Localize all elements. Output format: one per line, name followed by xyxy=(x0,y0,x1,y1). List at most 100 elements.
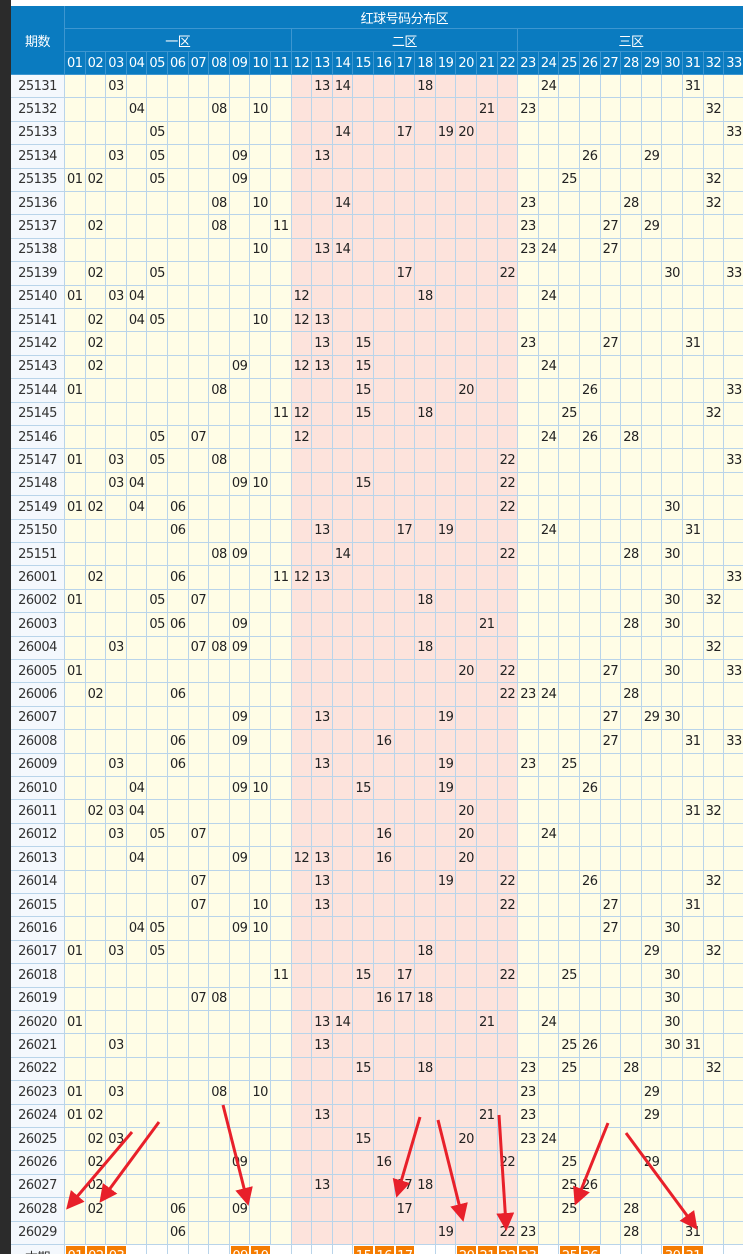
drawn-number: 24 xyxy=(538,238,560,263)
selected-number[interactable]: 17 xyxy=(394,1245,416,1254)
empty-cell xyxy=(641,309,663,333)
current-period-label: 本期 xyxy=(11,1245,65,1254)
empty-cell xyxy=(621,1128,642,1152)
period-label: 25139 xyxy=(11,262,65,286)
selected-number[interactable]: 09 xyxy=(229,1245,251,1254)
empty-cell xyxy=(559,660,580,684)
empty-cell xyxy=(374,215,395,239)
drawn-number: 30 xyxy=(662,496,683,520)
empty-cell xyxy=(538,1034,560,1058)
empty-cell xyxy=(477,402,498,426)
drawn-number: 02 xyxy=(85,262,107,286)
drawn-number: 21 xyxy=(477,1011,498,1035)
selected-number[interactable]: 23 xyxy=(518,1245,539,1254)
empty-cell xyxy=(683,987,704,1011)
empty-cell xyxy=(683,449,704,473)
empty-cell xyxy=(106,192,127,216)
selected-number[interactable]: 15 xyxy=(353,1245,374,1254)
empty-cell xyxy=(250,566,271,590)
empty-cell xyxy=(65,1174,86,1199)
empty-cell xyxy=(394,800,416,824)
empty-cell xyxy=(703,566,725,590)
empty-cell[interactable] xyxy=(435,1245,457,1254)
empty-cell[interactable] xyxy=(600,1245,622,1254)
drawn-number: 27 xyxy=(600,238,622,263)
selected-number[interactable]: 26 xyxy=(580,1245,601,1254)
selected-number[interactable]: 02 xyxy=(85,1245,107,1254)
empty-cell xyxy=(291,940,313,965)
empty-cell xyxy=(374,543,395,567)
empty-cell[interactable] xyxy=(291,1245,313,1254)
empty-cell[interactable] xyxy=(724,1245,743,1254)
empty-cell xyxy=(126,75,148,99)
selected-number[interactable]: 01 xyxy=(65,1245,86,1254)
empty-cell xyxy=(518,496,539,520)
empty-cell xyxy=(188,917,210,941)
selected-number[interactable]: 16 xyxy=(374,1245,395,1254)
empty-cell[interactable] xyxy=(641,1245,663,1254)
empty-cell[interactable] xyxy=(188,1245,210,1254)
empty-cell xyxy=(250,543,271,567)
empty-cell xyxy=(683,706,704,731)
drawn-number: 28 xyxy=(621,1057,642,1082)
empty-cell xyxy=(106,168,127,192)
empty-cell xyxy=(518,730,539,754)
selected-number[interactable]: 30 xyxy=(662,1245,683,1254)
empty-cell[interactable] xyxy=(312,1245,333,1254)
empty-cell xyxy=(106,917,127,941)
empty-cell[interactable] xyxy=(168,1245,189,1254)
empty-cell xyxy=(312,917,333,941)
empty-cell xyxy=(65,145,86,169)
selected-number[interactable]: 20 xyxy=(456,1245,477,1254)
empty-cell xyxy=(435,589,457,614)
empty-cell xyxy=(394,1034,416,1058)
drawn-number: 03 xyxy=(106,823,127,848)
empty-cell xyxy=(168,426,189,450)
empty-cell xyxy=(394,379,416,403)
selected-number[interactable]: 21 xyxy=(477,1245,498,1254)
selected-number[interactable]: 22 xyxy=(497,1245,519,1254)
empty-cell xyxy=(353,285,374,309)
empty-cell xyxy=(435,472,457,497)
empty-cell[interactable] xyxy=(271,1245,292,1254)
selected-number[interactable]: 25 xyxy=(559,1245,580,1254)
empty-cell xyxy=(126,870,148,894)
empty-cell[interactable] xyxy=(621,1245,642,1254)
empty-cell xyxy=(229,192,251,216)
selected-number[interactable]: 03 xyxy=(106,1245,127,1254)
empty-cell[interactable] xyxy=(147,1245,168,1254)
empty-cell xyxy=(518,660,539,684)
empty-cell[interactable] xyxy=(209,1245,230,1254)
empty-cell xyxy=(415,753,436,777)
empty-cell[interactable] xyxy=(538,1245,560,1254)
empty-cell xyxy=(600,987,622,1011)
empty-cell xyxy=(497,519,519,543)
empty-cell xyxy=(271,777,292,801)
empty-cell[interactable] xyxy=(126,1245,148,1254)
empty-cell xyxy=(353,1198,374,1222)
drawn-number: 28 xyxy=(621,613,642,637)
drawn-number: 02 xyxy=(85,215,107,239)
empty-cell xyxy=(374,1221,395,1245)
empty-cell xyxy=(271,449,292,473)
empty-cell[interactable] xyxy=(332,1245,354,1254)
empty-cell xyxy=(188,1081,210,1105)
empty-cell xyxy=(662,1151,683,1175)
empty-cell xyxy=(703,1081,725,1105)
empty-cell xyxy=(724,1221,743,1245)
drawn-number: 32 xyxy=(703,98,725,122)
selected-number[interactable]: 10 xyxy=(250,1245,271,1254)
empty-cell[interactable] xyxy=(415,1245,436,1254)
empty-cell xyxy=(394,355,416,380)
empty-cell xyxy=(209,145,230,169)
drawn-number: 24 xyxy=(538,355,560,380)
empty-cell xyxy=(497,192,519,216)
empty-cell[interactable] xyxy=(703,1245,725,1254)
empty-cell xyxy=(374,379,395,403)
empty-cell xyxy=(600,168,622,192)
drawn-number: 23 xyxy=(518,215,539,239)
empty-cell xyxy=(126,519,148,543)
selected-number[interactable]: 31 xyxy=(683,1245,704,1254)
empty-cell xyxy=(683,1104,704,1128)
empty-cell xyxy=(85,285,107,309)
